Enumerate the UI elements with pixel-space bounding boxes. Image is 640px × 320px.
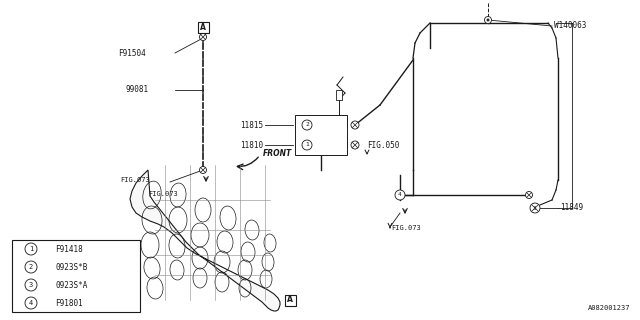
- Text: F91418: F91418: [55, 244, 83, 253]
- Text: 2: 2: [29, 264, 33, 270]
- Text: W140063: W140063: [554, 21, 586, 30]
- Circle shape: [200, 166, 207, 173]
- Circle shape: [484, 17, 492, 23]
- Bar: [12, 240, 140, 312]
- Text: 2: 2: [305, 123, 309, 127]
- Text: A: A: [287, 295, 293, 305]
- Text: 4: 4: [398, 193, 402, 197]
- Text: 11810: 11810: [240, 140, 263, 149]
- Circle shape: [25, 243, 37, 255]
- Text: FRONT: FRONT: [263, 149, 292, 158]
- Text: FIG.050: FIG.050: [367, 140, 399, 149]
- Circle shape: [25, 279, 37, 291]
- Text: 99081: 99081: [125, 85, 148, 94]
- Circle shape: [351, 141, 359, 149]
- Bar: [336, 90, 342, 100]
- Text: F91801: F91801: [55, 299, 83, 308]
- Text: 3: 3: [533, 205, 537, 211]
- Circle shape: [25, 297, 37, 309]
- Circle shape: [525, 191, 532, 198]
- Text: 0923S*A: 0923S*A: [55, 281, 88, 290]
- Text: FIG.073: FIG.073: [120, 177, 150, 183]
- Circle shape: [531, 204, 540, 212]
- Circle shape: [302, 120, 312, 130]
- Bar: [285, 294, 296, 306]
- Text: FIG.073: FIG.073: [391, 225, 420, 231]
- Text: 11849: 11849: [560, 204, 583, 212]
- Text: A082001237: A082001237: [588, 305, 630, 311]
- Polygon shape: [130, 170, 280, 311]
- Circle shape: [351, 121, 359, 129]
- Circle shape: [200, 34, 207, 41]
- Circle shape: [487, 19, 489, 21]
- Text: 4: 4: [29, 300, 33, 306]
- Bar: [295, 115, 347, 155]
- Circle shape: [395, 190, 405, 200]
- Text: 1: 1: [305, 142, 309, 148]
- Text: 3: 3: [29, 282, 33, 288]
- Text: FIG.073: FIG.073: [148, 191, 178, 197]
- Text: 1: 1: [29, 246, 33, 252]
- Text: F91504: F91504: [118, 49, 146, 58]
- Bar: [198, 21, 209, 33]
- Text: 0923S*B: 0923S*B: [55, 262, 88, 271]
- Text: 11815: 11815: [240, 121, 263, 130]
- Circle shape: [530, 203, 540, 213]
- Text: A: A: [200, 22, 206, 31]
- Circle shape: [25, 261, 37, 273]
- Circle shape: [302, 140, 312, 150]
